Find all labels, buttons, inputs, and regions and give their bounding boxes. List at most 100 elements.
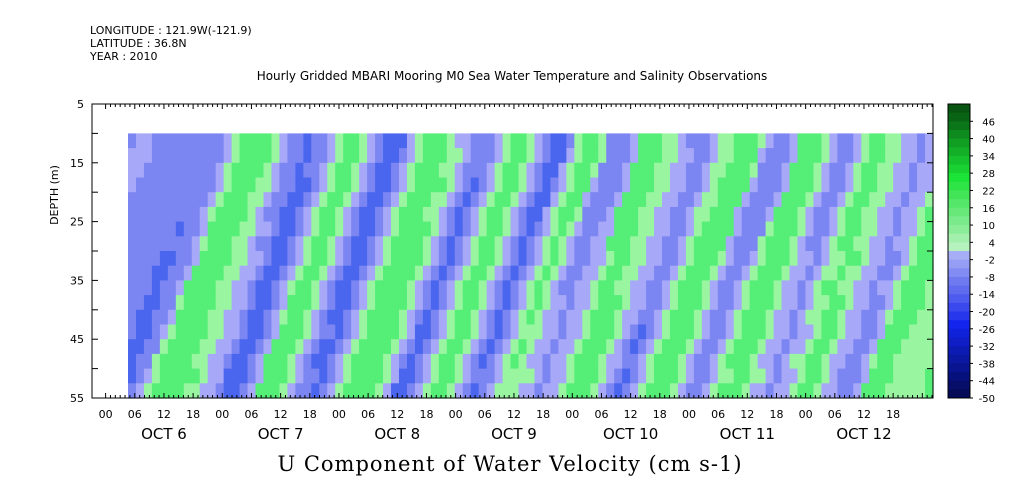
heatmap-cell	[175, 383, 185, 399]
heatmap-cell	[837, 280, 846, 296]
heatmap-cell	[909, 133, 918, 149]
heatmap-cell	[638, 265, 647, 281]
heatmap-cell	[462, 265, 472, 281]
heatmap-cell	[183, 148, 193, 164]
heatmap-cell	[367, 251, 376, 267]
heatmap-cell	[574, 162, 583, 179]
heatmap-cell	[438, 295, 448, 311]
heatmap-cell	[669, 221, 679, 237]
x-day-label: OCT 6	[141, 425, 187, 443]
heatmap-cell	[741, 206, 751, 223]
heatmap-cell	[901, 324, 910, 340]
heatmap-cell	[143, 177, 153, 193]
x-hour-label: 12	[740, 408, 754, 421]
heatmap-cell	[430, 368, 440, 384]
heatmap-cell	[709, 236, 719, 252]
heatmap-cell	[486, 280, 496, 296]
heatmap-cell	[438, 192, 448, 208]
heatmap-cell	[837, 221, 846, 237]
heatmap-cell	[662, 206, 671, 223]
heatmap-cell	[414, 368, 424, 384]
heatmap-cell	[685, 265, 695, 281]
heatmap-cell	[725, 192, 735, 208]
heatmap-cell	[462, 192, 472, 208]
heatmap-cell	[797, 177, 807, 193]
heatmap-cell	[909, 148, 918, 164]
heatmap-cell	[765, 265, 775, 281]
heatmap-cell	[303, 280, 312, 296]
heatmap-cell	[311, 206, 320, 223]
heatmap-cell	[430, 251, 440, 267]
heatmap-cell	[191, 221, 201, 237]
heatmap-cell	[167, 177, 177, 193]
heatmap-cell	[598, 206, 607, 223]
heatmap-cell	[494, 383, 504, 399]
heatmap-cell	[749, 324, 759, 340]
heatmap-cell	[614, 353, 623, 370]
heatmap-cell	[151, 236, 161, 252]
heatmap-cell	[693, 383, 703, 399]
heatmap-cell	[566, 368, 575, 384]
heatmap-cell	[701, 236, 711, 252]
heatmap-cell	[725, 295, 735, 311]
heatmap-cell	[319, 295, 328, 311]
heatmap-cell	[327, 295, 336, 311]
heatmap-cell	[191, 309, 201, 326]
heatmap-cell	[191, 133, 201, 149]
heatmap-cell	[542, 177, 552, 193]
heatmap-cell	[454, 324, 464, 340]
heatmap-cell	[510, 236, 520, 252]
heatmap-cell	[757, 162, 767, 179]
heatmap-cell	[343, 339, 352, 355]
heatmap-cell	[805, 295, 815, 311]
heatmap-cell	[383, 295, 392, 311]
heatmap-cell	[614, 177, 623, 193]
heatmap-cell	[295, 236, 304, 252]
heatmap-cell	[207, 353, 217, 370]
heatmap-cell	[438, 177, 448, 193]
heatmap-cell	[542, 353, 552, 370]
heatmap-cell	[151, 177, 161, 193]
heatmap-cell	[821, 353, 830, 370]
heatmap-cell	[574, 383, 583, 399]
heatmap-cell	[422, 177, 432, 193]
heatmap-cell	[558, 177, 567, 193]
heatmap-cell	[590, 383, 599, 399]
heatmap-cell	[693, 353, 703, 370]
heatmap-cell	[183, 177, 193, 193]
x-hour-label: 06	[128, 408, 142, 421]
heatmap-cell	[287, 295, 296, 311]
heatmap-cell	[391, 133, 400, 149]
heatmap-cell	[614, 133, 623, 149]
heatmap-cell	[398, 280, 408, 296]
heatmap-cell	[622, 383, 631, 399]
heatmap-cell	[526, 265, 536, 281]
heatmap-cell	[167, 324, 177, 340]
heatmap-cell	[383, 324, 392, 340]
heatmap-cell	[542, 295, 552, 311]
heatmap-cell	[247, 177, 257, 193]
heatmap-cell	[749, 339, 759, 355]
heatmap-cell	[303, 133, 312, 149]
heatmap-cell	[701, 383, 711, 399]
heatmap-cell	[215, 280, 225, 296]
heatmap-cell	[813, 339, 823, 355]
heatmap-cell	[247, 309, 257, 326]
heatmap-cell	[534, 162, 544, 179]
heatmap-cell	[311, 133, 320, 149]
heatmap-cell	[837, 133, 846, 149]
heatmap-cell	[901, 339, 910, 355]
heatmap-cell	[391, 368, 400, 384]
heatmap-cell	[885, 148, 894, 164]
heatmap-cell	[438, 133, 448, 149]
heatmap-cell	[789, 339, 799, 355]
heatmap-cell	[566, 236, 575, 252]
heatmap-cell	[199, 206, 209, 223]
heatmap-cell	[646, 221, 655, 237]
heatmap-cell	[542, 280, 552, 296]
heatmap-cell	[438, 383, 448, 399]
heatmap-cell	[446, 236, 456, 252]
heatmap-cell	[295, 206, 304, 223]
heatmap-cell	[207, 177, 217, 193]
heatmap-cell	[877, 309, 886, 326]
